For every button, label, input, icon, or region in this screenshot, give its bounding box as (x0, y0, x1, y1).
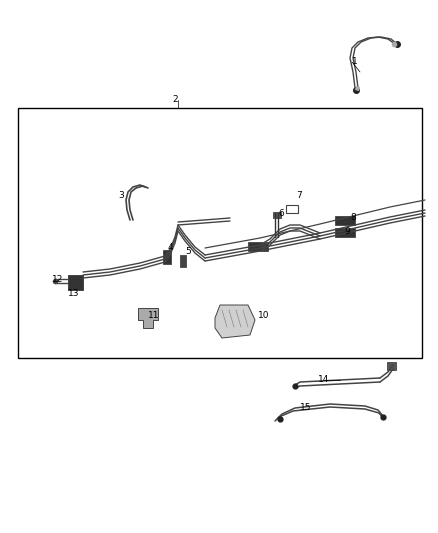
Text: 10: 10 (258, 311, 269, 319)
Bar (387, 362, 396, 370)
Text: 11: 11 (148, 311, 159, 319)
Bar (335, 216, 355, 225)
Text: 7: 7 (296, 191, 302, 200)
Text: 12: 12 (52, 276, 64, 285)
Text: 8: 8 (350, 213, 356, 222)
Text: 13: 13 (68, 288, 80, 297)
Bar (248, 242, 268, 251)
Text: 5: 5 (185, 247, 191, 256)
Text: 9: 9 (344, 228, 350, 237)
Bar (335, 228, 355, 237)
Bar (286, 205, 298, 213)
Bar (18, 108, 422, 358)
Polygon shape (138, 308, 158, 328)
Text: 2: 2 (172, 95, 178, 104)
Text: 1: 1 (352, 58, 358, 67)
Text: 4: 4 (168, 244, 173, 253)
Bar (68, 275, 83, 290)
Bar (163, 250, 171, 264)
Bar (180, 255, 186, 267)
Polygon shape (215, 305, 255, 338)
Text: 3: 3 (118, 191, 124, 200)
Text: 14: 14 (318, 376, 329, 384)
Bar (273, 212, 281, 218)
Text: 6: 6 (278, 208, 284, 217)
Text: 15: 15 (300, 403, 311, 413)
